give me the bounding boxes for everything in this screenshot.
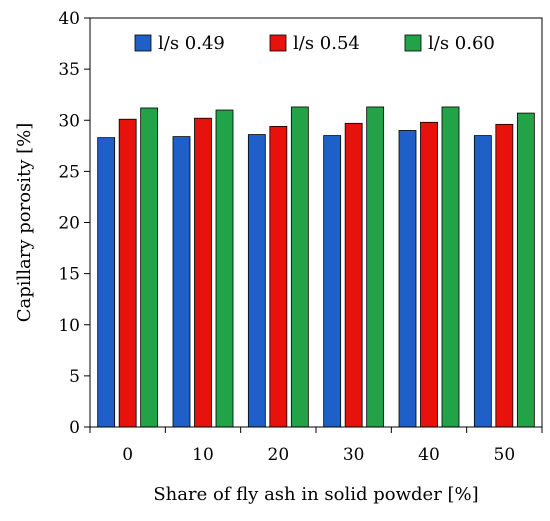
bar-l-s-0-49-40 <box>398 130 417 428</box>
legend-swatch <box>134 34 152 52</box>
x-tick-label: 20 <box>268 445 290 465</box>
bar-l-s-0-54-40 <box>420 121 438 428</box>
bar-l-s-0-49-10 <box>172 136 191 428</box>
bar-l-s-0-49-30 <box>323 135 342 428</box>
x-tick-label: 40 <box>418 445 440 465</box>
x-tick-label: 50 <box>494 445 516 465</box>
y-axis-title: Capillary porosity [%] <box>14 123 35 323</box>
legend-label: l/s 0.54 <box>293 33 360 54</box>
y-tick-label: 20 <box>58 214 80 234</box>
legend-swatch <box>269 34 287 52</box>
bar-l-s-0-49-50 <box>473 135 492 428</box>
y-tick-label: 25 <box>58 162 80 182</box>
bar-l-s-0-54-50 <box>495 123 514 428</box>
y-tick-label: 40 <box>58 9 80 29</box>
bar-l-s-0-54-30 <box>344 122 363 428</box>
bars-group <box>97 106 535 428</box>
axes-group: 0 5 10 15 20 25 30 35 40 0 10 20 30 40 50 <box>58 9 543 465</box>
y-tick-label: 0 <box>69 418 80 438</box>
bar-l-s-0-60-10 <box>215 109 234 428</box>
bar-l-s-0-60-20 <box>290 106 309 428</box>
bar-l-s-0-49-20 <box>247 134 266 428</box>
x-tick-label: 0 <box>122 445 133 465</box>
bar-l-s-0-60-40 <box>441 106 460 428</box>
bar-l-s-0-60-50 <box>516 112 535 428</box>
y-tick-label: 5 <box>69 367 80 387</box>
legend-label: l/s 0.60 <box>428 33 495 54</box>
y-tick-label: 15 <box>58 265 80 285</box>
legend: l/s 0.49 l/s 0.54 l/s 0.60 <box>134 33 495 54</box>
legend-label: l/s 0.49 <box>158 33 225 54</box>
y-tick-label: 35 <box>58 60 80 80</box>
y-tick-label: 30 <box>58 111 80 131</box>
bar-l-s-0-54-0 <box>118 118 137 428</box>
bar-l-s-0-54-20 <box>269 125 288 428</box>
legend-swatch <box>404 34 422 52</box>
bar-l-s-0-49-0 <box>97 137 116 428</box>
bar-l-s-0-60-30 <box>366 106 385 428</box>
y-tick-label: 10 <box>58 316 80 336</box>
x-tick-label: 30 <box>343 445 365 465</box>
bar-l-s-0-54-10 <box>194 117 212 428</box>
x-axis-title: Share of fly ash in solid powder [%] <box>153 484 478 505</box>
x-tick-label: 10 <box>192 445 214 465</box>
bar-l-s-0-60-0 <box>140 107 159 428</box>
